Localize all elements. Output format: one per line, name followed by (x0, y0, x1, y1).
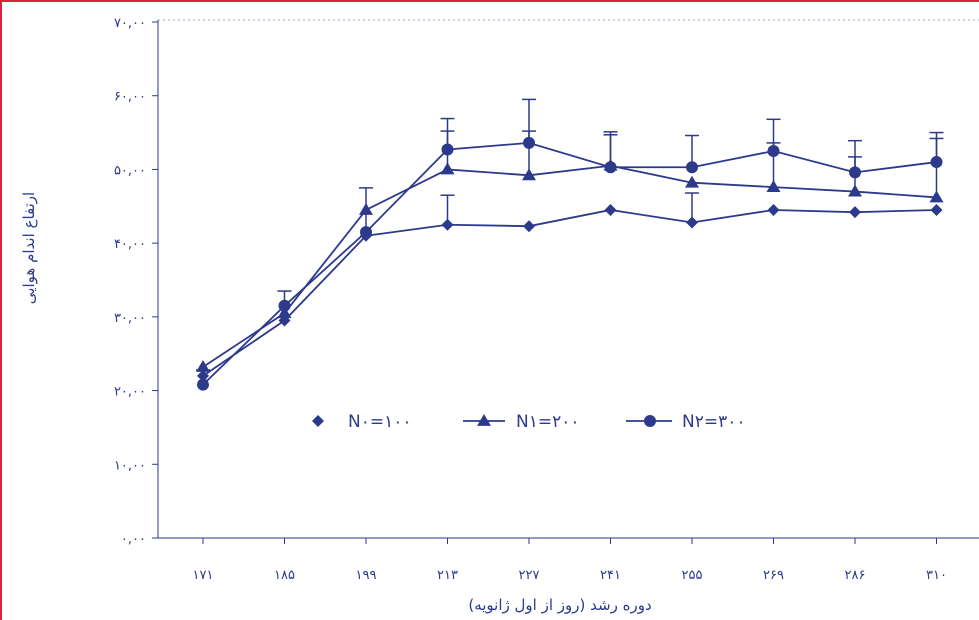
data-point (686, 216, 698, 229)
data-point (277, 306, 292, 319)
data-point (196, 359, 210, 372)
series-triangle (196, 130, 944, 372)
data-point (686, 161, 698, 174)
legend-item-diamond: N۰=۱۰۰ (312, 412, 411, 432)
data-point (523, 220, 535, 233)
y-tick-label: ۲۰,۰۰ (114, 385, 146, 400)
x-tick-label: ۲۵۵ (682, 568, 703, 583)
axes (157, 19, 979, 539)
data-point (522, 168, 536, 181)
data-point (766, 180, 781, 193)
data-point (441, 143, 454, 156)
y-tick-label: ۱۰,۰۰ (114, 458, 146, 473)
data-point (604, 161, 617, 174)
legend-marker (312, 415, 324, 427)
y-tick-label: ۶۰,۰۰ (114, 90, 146, 105)
x-tick-label: ۱۹۹ (356, 568, 377, 583)
data-point (767, 145, 780, 157)
x-axis-title: دوره رشد (روز از اول ژانویه) (468, 596, 651, 614)
x-tick-label: ۱۸۵ (274, 568, 295, 583)
y-axis-title: ارتفاع اندام هوایی (20, 192, 38, 304)
x-tick-label: ۲۴۱ (600, 568, 621, 583)
series-diamond (197, 192, 943, 382)
y-tick-label: ۴۰,۰۰ (114, 237, 146, 252)
data-point (849, 166, 861, 179)
series-line (202, 141, 937, 386)
x-tick-label: ۲۸۶ (845, 568, 866, 583)
x-tick-label: ۲۲۷ (519, 568, 540, 583)
legend: N۰=۱۰۰ N۱=۲۰۰ N۲=۳۰۰ (312, 412, 745, 432)
x-tick-label: ۳۱۰ (926, 568, 947, 583)
data-point (685, 175, 699, 188)
data-point (848, 184, 862, 197)
legend-marker (477, 414, 491, 426)
data-point (441, 218, 454, 231)
series-circle (196, 98, 944, 391)
data-point (930, 156, 943, 169)
series-layer (196, 98, 944, 391)
x-tick-label: ۲۱۳ (437, 568, 458, 583)
data-point (849, 206, 861, 219)
y-tick-label: ۳۰,۰۰ (114, 311, 146, 326)
data-point (523, 136, 535, 149)
x-ticks: ۱۷۱ ۱۸۵ ۱۹۹ ۲۱۳ ۲۲۷ ۲۴۱ ۲۵۵ ۲۶۹ ۲۸۶ ۳۱۰ (193, 538, 947, 583)
x-tick-label: ۲۶۹ (763, 568, 784, 583)
data-point (360, 226, 372, 239)
legend-marker (644, 415, 656, 427)
data-point (440, 162, 455, 175)
data-point (604, 203, 617, 216)
legend-label: N۱=۲۰۰ (516, 412, 579, 432)
legend-item-circle: N۲=۳۰۰ (626, 412, 745, 432)
series-line (202, 209, 937, 377)
y-tick-label: ۵۰,۰۰ (114, 163, 146, 178)
data-point (197, 378, 209, 391)
legend-item-triangle: N۱=۲۰۰ (463, 412, 579, 432)
data-point (278, 299, 291, 312)
data-point (930, 203, 943, 216)
legend-label: N۰=۱۰۰ (348, 412, 411, 432)
series-line (202, 164, 937, 368)
data-point (767, 203, 780, 216)
y-tick-label: ۰,۰۰ (121, 532, 146, 547)
x-tick-label: ۱۷۱ (193, 568, 214, 583)
legend-label: N۲=۳۰۰ (682, 412, 745, 432)
data-point (929, 190, 944, 203)
y-ticks: ۰,۰۰ ۱۰,۰۰ ۲۰,۰۰ ۳۰,۰۰ ۴۰,۰۰ ۵۰,۰۰ ۶۰,۰۰ ۷۰,۰۰ (114, 16, 158, 547)
y-tick-label: ۷۰,۰۰ (114, 16, 146, 31)
